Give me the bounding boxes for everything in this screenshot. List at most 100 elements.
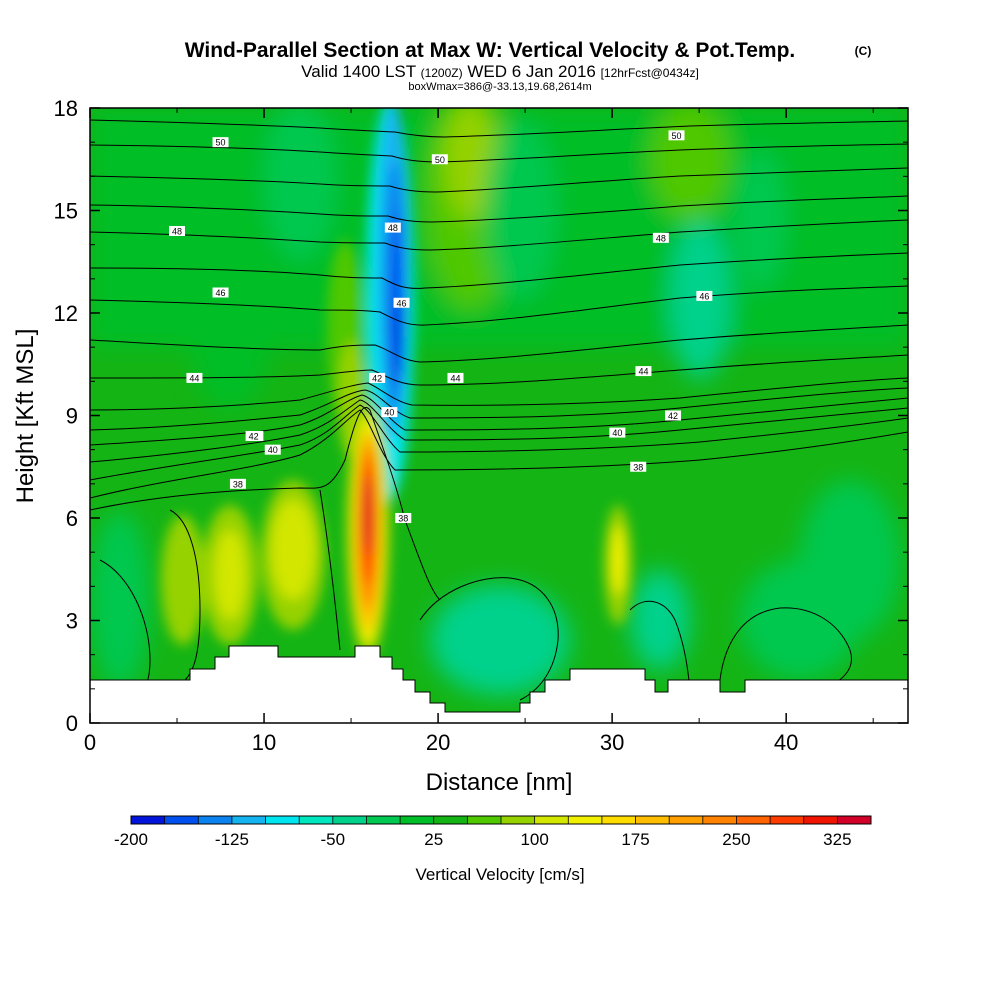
contour-label: 50	[435, 155, 445, 165]
colorbar-tick-label: -125	[215, 830, 249, 849]
theta-contour	[629, 600, 691, 691]
colorbar-swatch	[299, 816, 334, 824]
contour-label: 38	[633, 462, 643, 472]
subtitle-line: Valid 1400 LST (1200Z) WED 6 Jan 2016 [1…	[301, 62, 699, 81]
axes: 0 10 20 30 40 0 3 6 9 12 15 18	[54, 96, 908, 755]
field-blob	[90, 510, 150, 690]
y-tick-label: 0	[66, 711, 78, 736]
contour-label: 48	[172, 227, 182, 237]
contour-label-box	[609, 427, 626, 438]
contour-label-box	[369, 372, 386, 383]
contour-label-box	[630, 461, 647, 472]
contour-label-box	[245, 431, 262, 441]
copyright-mark: (C)	[855, 44, 872, 58]
contour-label-box	[229, 478, 246, 489]
contour-label: 48	[656, 233, 666, 243]
theta-contour	[90, 119, 908, 138]
theta-contour	[90, 195, 908, 223]
colorbar-swatch	[568, 816, 603, 824]
field-blob	[430, 585, 570, 695]
contour-label-box	[447, 372, 464, 383]
contour-label: 40	[612, 428, 622, 438]
contour-label-box	[652, 232, 669, 243]
y-tick-label: 12	[54, 301, 78, 326]
theta-contour	[169, 509, 201, 681]
colorbar-label: Vertical Velocity [cm/s]	[415, 865, 584, 884]
contour-label: 50	[672, 131, 682, 141]
colorbar-swatch	[400, 816, 435, 824]
field-blob	[161, 515, 205, 645]
colorbar-swatch	[265, 816, 300, 824]
colorbar-swatch	[770, 816, 805, 824]
x-tick-label: 10	[252, 730, 276, 755]
colorbar-swatch	[736, 816, 771, 824]
contour-label-box	[264, 444, 281, 455]
contour-label-box	[635, 366, 652, 377]
colorbar-swatch	[501, 816, 536, 824]
y-tick-label: 18	[54, 96, 78, 121]
colorbar-swatch	[702, 816, 737, 824]
y-tick-label: 15	[54, 199, 78, 224]
contour-label-box	[668, 130, 685, 141]
field-blob	[265, 108, 335, 260]
x-tick-label: 0	[84, 730, 96, 755]
colorbar-swatch	[534, 816, 569, 824]
colorbar-tick-label: 250	[722, 830, 750, 849]
contour-label-box	[696, 290, 713, 301]
colorbar-swatch	[231, 816, 267, 824]
y-tick-label: 6	[66, 506, 78, 531]
colorbar-swatch	[837, 816, 872, 824]
contour-label: 46	[397, 298, 407, 308]
colorbar-swatch	[669, 816, 704, 824]
subtitle-fcst: [12hrFcst@0434z]	[601, 66, 699, 80]
subtitle-box: boxWmax=386@-33.13,19.68,2614m	[408, 81, 591, 93]
field-blob	[630, 570, 690, 670]
x-tick-label: 30	[600, 730, 624, 755]
contour-label: 38	[398, 514, 408, 524]
y-tick-label: 9	[66, 404, 78, 429]
theta-contour	[90, 219, 908, 251]
field-blob	[800, 480, 900, 640]
subtitle-date: WED 6 Jan 2016	[467, 62, 596, 81]
contour-label: 44	[189, 373, 199, 383]
colorbar-swatch	[332, 816, 367, 824]
contour-label-box	[212, 137, 229, 148]
theta-contour	[90, 409, 908, 499]
subtitle-utc: (1200Z)	[421, 66, 463, 80]
theta-contour	[90, 252, 908, 289]
contour-label-box	[431, 154, 448, 165]
contour-label: 48	[388, 223, 398, 233]
y-axis-label: Height [Kft MSL]	[12, 329, 39, 504]
field-blob	[271, 500, 315, 600]
theta-contour	[90, 377, 908, 411]
colorbar-tick-label: 100	[520, 830, 548, 849]
contour-labels: 38 40 42 44 46 48 50 50 50 48 48 46 46 44 44 42 42 40 40 38…	[169, 130, 713, 524]
contour-label: 46	[216, 288, 226, 298]
theta-contour	[90, 285, 908, 326]
field-blob	[364, 475, 372, 555]
y-tick-label: 3	[66, 609, 78, 634]
theta-contour	[90, 324, 908, 363]
contour-label-box	[186, 372, 203, 383]
contour-label: 40	[384, 408, 394, 418]
contour-label: 42	[249, 432, 259, 442]
subtitle-valid: Valid 1400 LST	[301, 62, 416, 81]
colorbar-tick-label: 175	[621, 830, 649, 849]
field-blob	[650, 108, 730, 220]
colorbar-swatch	[131, 816, 166, 824]
colorbar-tick-label: -50	[321, 830, 346, 849]
contour-label: 50	[216, 138, 226, 148]
field-blob	[611, 525, 625, 595]
colorbar-swatch	[467, 816, 502, 824]
field-blob	[214, 530, 246, 620]
theta-contour	[419, 577, 559, 701]
velocity-field	[90, 108, 908, 723]
theta-contour	[90, 399, 908, 463]
x-tick-label: 40	[774, 730, 798, 755]
contour-label: 46	[699, 291, 709, 301]
terrain	[90, 645, 908, 723]
theta-contour	[90, 407, 441, 601]
theta-contour	[319, 489, 341, 651]
contour-label: 42	[668, 411, 678, 421]
